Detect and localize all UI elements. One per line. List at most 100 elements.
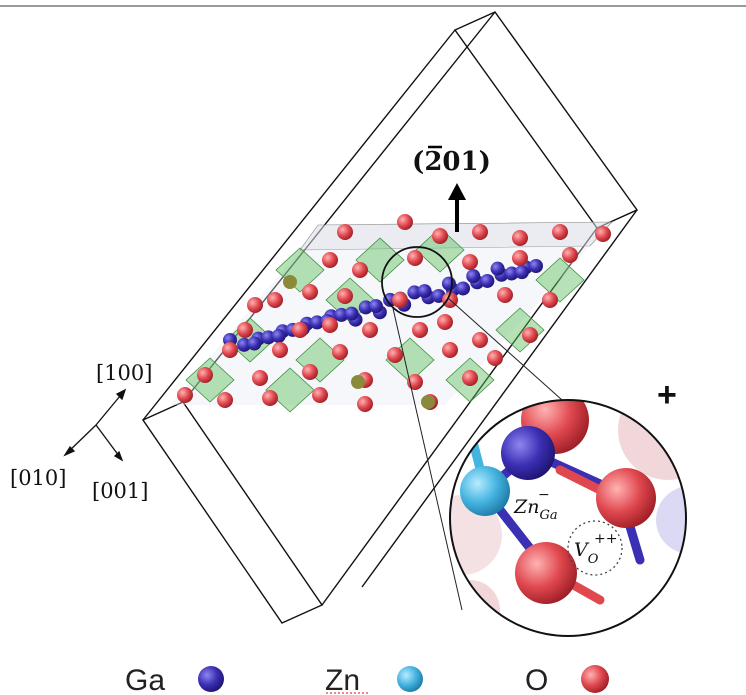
dopant-atom [283, 275, 297, 289]
axis-label-100: [100] [96, 361, 152, 385]
legend-swatch-zn [397, 666, 423, 692]
o-atom [237, 322, 253, 338]
atomic-layer [170, 214, 613, 413]
ga-atom [344, 306, 359, 321]
o-atom [337, 224, 353, 240]
o-atom [512, 230, 528, 246]
ga-atom [466, 269, 481, 284]
ga-atom [310, 315, 325, 330]
o-atom [407, 250, 423, 266]
legend-label-ga: Ga [125, 664, 165, 695]
o-atom [387, 347, 403, 363]
zoom-line-lower [391, 303, 463, 611]
o-atom [302, 284, 318, 300]
legend-label-zn: Zn [325, 664, 360, 695]
ga-atom [490, 261, 505, 276]
o-atom [247, 297, 263, 313]
plane-label: (201) [412, 147, 491, 177]
ga-atom [407, 285, 422, 300]
octahedron [355, 237, 405, 283]
axis-label-010: [010] [10, 466, 66, 490]
octahedron [535, 257, 585, 303]
ga-atom [358, 300, 373, 315]
o-atom [397, 214, 413, 230]
octahedron [265, 367, 315, 413]
o-atom [442, 342, 458, 358]
ga-atom [334, 307, 349, 322]
legend-swatch-ga [198, 666, 224, 692]
ga-atom [441, 276, 456, 291]
o-atom [352, 262, 368, 278]
o-atom [177, 387, 193, 403]
zoom-o-atom-right [596, 468, 656, 528]
o-atom [462, 254, 478, 270]
zoom-zn-atom [460, 466, 510, 516]
o-atom [252, 370, 268, 386]
zoom-o-atom-bottom [515, 542, 577, 604]
ga-atom [504, 266, 519, 281]
o-atom [562, 247, 578, 263]
o-atom [322, 252, 338, 268]
o-atom [512, 250, 528, 266]
o-atom [302, 364, 318, 380]
o-atom [552, 224, 568, 240]
dopant-atom [421, 395, 435, 409]
o-atom [595, 226, 611, 242]
ga-atom [456, 281, 471, 296]
ga-atom [480, 273, 495, 288]
zoom-ga-atom [501, 426, 555, 480]
o-atom [312, 387, 328, 403]
dopant-atom [351, 375, 365, 389]
o-atom [357, 396, 373, 412]
highlight-circle [381, 246, 453, 318]
o-atom [322, 317, 338, 333]
charge-sign: + [657, 376, 677, 414]
o-atom [487, 350, 503, 366]
o-atom [332, 344, 348, 360]
ga-atom [271, 329, 286, 344]
o-atom [362, 322, 378, 338]
ga-atom [247, 336, 262, 351]
o-atom [392, 292, 408, 308]
slab-top-plane [299, 221, 613, 251]
legend: Ga Zn O [125, 664, 609, 695]
o-atom [462, 370, 478, 386]
plane-bar-digit: 2 [424, 147, 442, 177]
o-atom [497, 287, 513, 303]
o-atom [432, 228, 448, 244]
axis-label-001: [001] [92, 479, 148, 503]
ga-atom [417, 284, 432, 299]
legend-label-o: O [525, 664, 548, 695]
ga-atom [261, 330, 276, 345]
o-atom [222, 342, 238, 358]
zn-ga-superscript: − [538, 487, 550, 503]
o-atom [262, 390, 278, 406]
axes-triad [63, 388, 127, 462]
octahedron [415, 227, 465, 273]
o-atom [437, 314, 453, 330]
o-atom [272, 342, 288, 358]
o-atom [292, 322, 308, 338]
vo-label: VO [574, 539, 599, 567]
ga-atom [529, 259, 543, 273]
zn-ga-label: ZnGa [513, 496, 558, 523]
zoom-inset: ZnGa − VO ++ [449, 399, 687, 637]
o-atom [542, 292, 558, 308]
o-atom [217, 392, 233, 408]
vo-superscript: ++ [594, 531, 617, 547]
plane-normal-arrow [448, 183, 466, 232]
legend-swatch-o [581, 665, 609, 693]
o-atom [472, 224, 488, 240]
o-atom [197, 367, 213, 383]
o-atom [472, 332, 488, 348]
ga-atom [237, 337, 252, 352]
o-atom [267, 292, 283, 308]
o-atom [337, 288, 353, 304]
ga-atom [368, 299, 383, 314]
vacancy-marker [567, 520, 623, 576]
ga-atom [514, 265, 529, 280]
crystal-slab-box [141, 11, 639, 624]
o-atom [412, 322, 428, 338]
o-atom [522, 327, 538, 343]
